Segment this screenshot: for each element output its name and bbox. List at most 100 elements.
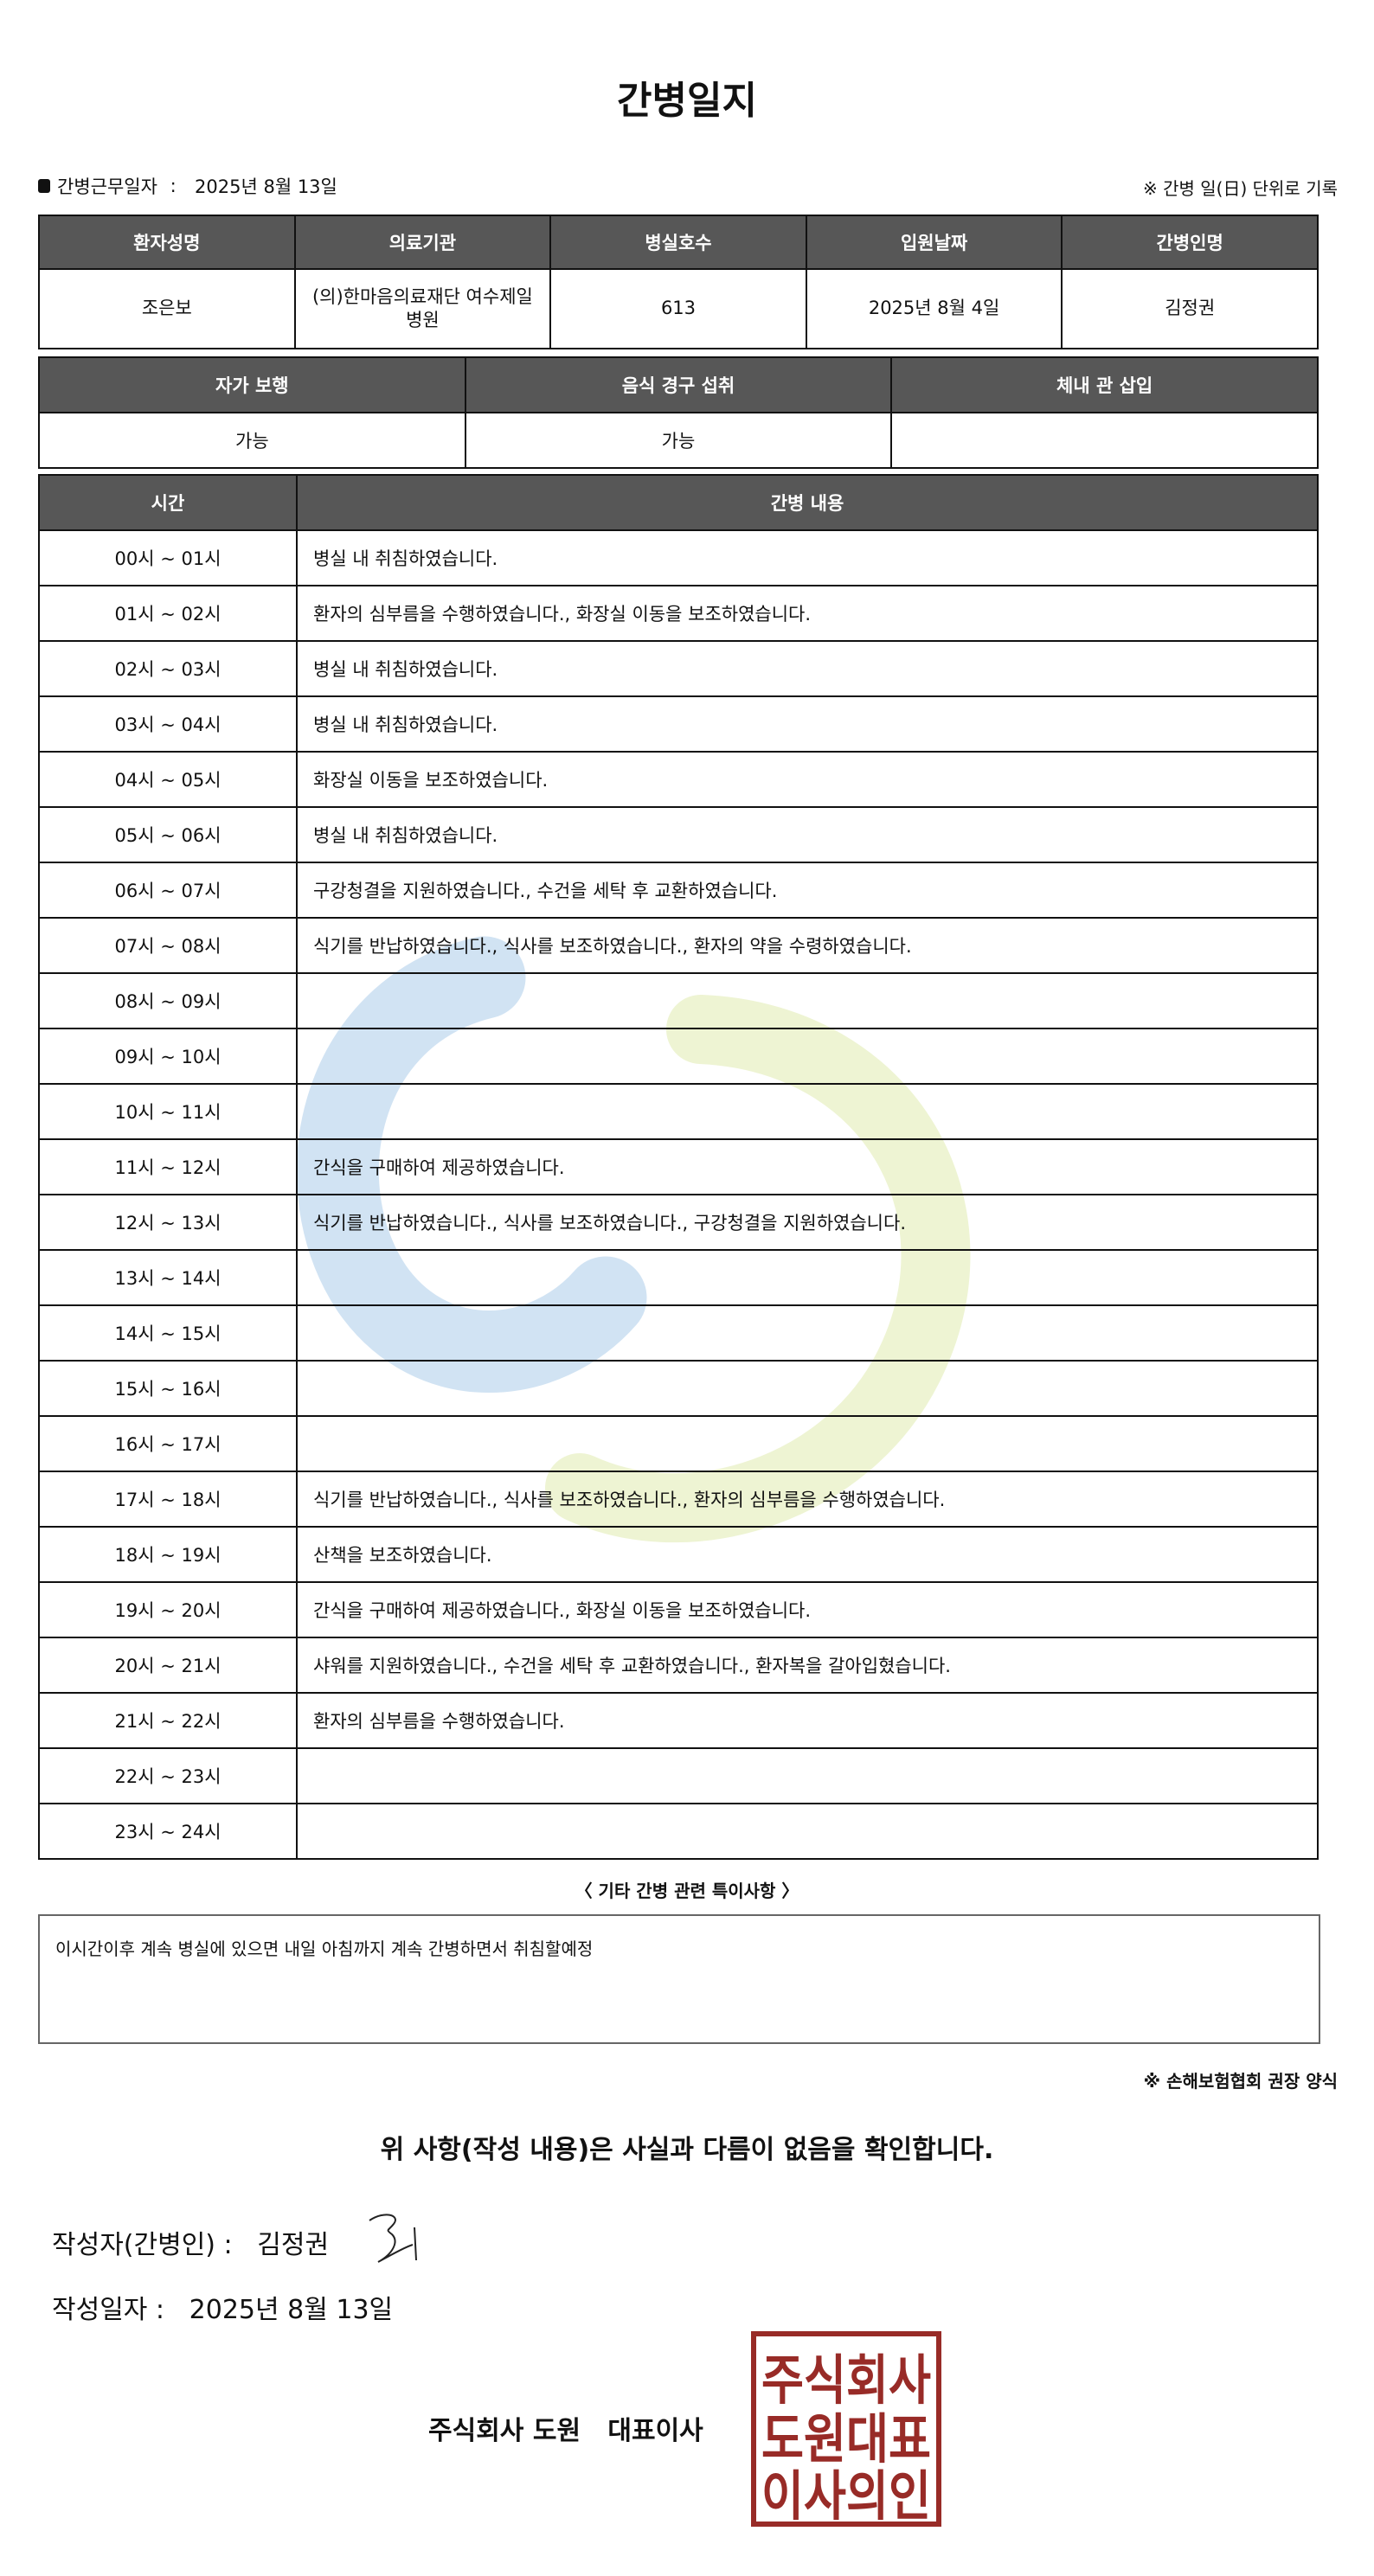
log-row: 05시 ~ 06시 병실 내 취침하였습니다. <box>38 806 1319 863</box>
log-row: 02시 ~ 03시 병실 내 취침하였습니다. <box>38 640 1319 697</box>
svg-text:주식회사: 주식회사 <box>761 2349 931 2412</box>
log-content <box>296 1415 1319 1472</box>
writer-label: 작성자(간병인) : <box>52 2230 233 2260</box>
log-row: 22시 ~ 23시 <box>38 1747 1319 1804</box>
svg-text:이사의인: 이사의인 <box>761 2464 931 2522</box>
log-content: 식기를 반납하였습니다., 식사를 보조하였습니다., 구강청결을 지원하였습니… <box>296 1194 1319 1251</box>
company-representative: 주식회사 도원 대표이사 <box>428 2416 703 2446</box>
log-row: 09시 ~ 10시 <box>38 1028 1319 1085</box>
log-time: 05시 ~ 06시 <box>38 806 298 863</box>
log-row: 17시 ~ 18시 식기를 반납하였습니다., 식사를 보조하였습니다., 환자의… <box>38 1471 1319 1528</box>
caregiver-name: 김정권 <box>1061 268 1319 349</box>
log-content <box>296 972 1319 1029</box>
log-content <box>296 1028 1319 1085</box>
log-row: 11시 ~ 12시 간식을 구매하여 제공하였습니다. <box>38 1138 1319 1195</box>
seal-text-graphic: 주식회사 도원대표 이사의인 <box>761 2349 931 2528</box>
header-content: 간병 내용 <box>296 474 1319 531</box>
log-row: 00시 ~ 01시 병실 내 취침하였습니다. <box>38 529 1319 586</box>
special-notes-box: 이시간이후 계속 병실에 있으면 내일 아침까지 계속 간병하면서 취침할예정 <box>38 1914 1320 2044</box>
log-content: 샤워를 지원하였습니다., 수건을 세탁 후 교환하였습니다., 환자복을 갈아… <box>296 1637 1319 1694</box>
header-walking: 자가 보행 <box>38 356 466 413</box>
log-row: 13시 ~ 14시 <box>38 1249 1319 1306</box>
patient-status-table: 자가 보행 음식 경구 섭취 체내 관 삽입 가능 가능 <box>38 356 1319 469</box>
log-row: 14시 ~ 15시 <box>38 1304 1319 1362</box>
log-content <box>296 1803 1319 1860</box>
log-time: 06시 ~ 07시 <box>38 862 298 919</box>
writer: 작성자(간병인) : 김정권 <box>52 2223 329 2261</box>
written-date: 작성일자 : 2025년 8월 13일 <box>52 2288 393 2326</box>
log-time: 01시 ~ 02시 <box>38 585 298 642</box>
header-tube: 체내 관 삽입 <box>890 356 1319 413</box>
admission-date: 2025년 8월 4일 <box>805 268 1063 349</box>
signature <box>369 2214 417 2263</box>
header-caregiver: 간병인명 <box>1061 215 1319 270</box>
log-time: 18시 ~ 19시 <box>38 1526 298 1583</box>
log-content: 환자의 심부름을 수행하였습니다. <box>296 1692 1319 1749</box>
log-time: 08시 ~ 09시 <box>38 972 298 1029</box>
log-time: 20시 ~ 21시 <box>38 1637 298 1694</box>
work-date-label: 간병근무일자 <box>57 176 157 197</box>
page-title: 간병일지 <box>617 79 757 123</box>
log-time: 04시 ~ 05시 <box>38 751 298 808</box>
association-note: ※ 손해보험협회 권장 양식 <box>1143 2071 1338 2092</box>
log-row: 03시 ~ 04시 병실 내 취침하였습니다. <box>38 695 1319 753</box>
log-content: 간식을 구매하여 제공하였습니다., 화장실 이동을 보조하였습니다. <box>296 1581 1319 1638</box>
header-institution: 의료기관 <box>293 215 552 270</box>
log-row: 07시 ~ 08시 식기를 반납하였습니다., 식사를 보조하였습니다., 환자의… <box>38 917 1319 974</box>
bullet-square-icon <box>38 179 50 193</box>
log-time: 09시 ~ 10시 <box>38 1028 298 1085</box>
log-time: 22시 ~ 23시 <box>38 1747 298 1804</box>
work-date-value: 2025년 8월 13일 <box>195 176 337 197</box>
special-notes-title: 〈 기타 간병 관련 특이사항 〉 <box>575 1881 799 1901</box>
log-time: 12시 ~ 13시 <box>38 1194 298 1251</box>
log-time: 03시 ~ 04시 <box>38 695 298 753</box>
log-row: 08시 ~ 09시 <box>38 972 1319 1029</box>
log-content: 병실 내 취침하였습니다. <box>296 806 1319 863</box>
log-time: 13시 ~ 14시 <box>38 1249 298 1306</box>
log-time: 15시 ~ 16시 <box>38 1360 298 1417</box>
log-row: 18시 ~ 19시 산책을 보조하였습니다. <box>38 1526 1319 1583</box>
log-row: 06시 ~ 07시 구강청결을 지원하였습니다., 수건을 세탁 후 교환하였습니… <box>38 862 1319 919</box>
unit-note: ※ 간병 일(日) 단위로 기록 <box>1143 178 1338 199</box>
log-row: 01시 ~ 02시 환자의 심부름을 수행하였습니다., 화장실 이동을 보조하였… <box>38 585 1319 642</box>
header-time: 시간 <box>38 474 298 531</box>
log-content <box>296 1304 1319 1362</box>
log-row: 12시 ~ 13시 식기를 반납하였습니다., 식사를 보조하였습니다., 구강청… <box>38 1194 1319 1251</box>
log-row: 10시 ~ 11시 <box>38 1083 1319 1140</box>
walking-value: 가능 <box>38 412 466 469</box>
special-notes-text: 이시간이후 계속 병실에 있으면 내일 아침까지 계속 간병하면서 취침할예정 <box>55 1938 594 1959</box>
log-time: 11시 ~ 12시 <box>38 1138 298 1195</box>
company-seal: 주식회사 도원대표 이사의인 <box>751 2331 941 2528</box>
log-row: 15시 ~ 16시 <box>38 1360 1319 1417</box>
log-row: 04시 ~ 05시 화장실 이동을 보조하였습니다. <box>38 751 1319 808</box>
svg-text:도원대표: 도원대표 <box>761 2407 931 2470</box>
institution: (의)한마음의료재단 여수제일병원 <box>293 268 552 349</box>
log-row: 20시 ~ 21시 샤워를 지원하였습니다., 수건을 세탁 후 교환하였습니다.… <box>38 1637 1319 1694</box>
log-content <box>296 1083 1319 1140</box>
header-room: 병실호수 <box>549 215 807 270</box>
confirmation-statement: 위 사항(작성 내용)은 사실과 다름이 없음을 확인합니다. <box>380 2135 994 2165</box>
patient-info-table: 환자성명 의료기관 병실호수 입원날짜 간병인명 조은보 (의)한마음의료재단 … <box>38 215 1319 349</box>
log-time: 19시 ~ 20시 <box>38 1581 298 1638</box>
log-time: 00시 ~ 01시 <box>38 529 298 586</box>
log-content: 화장실 이동을 보조하였습니다. <box>296 751 1319 808</box>
log-time: 21시 ~ 22시 <box>38 1692 298 1749</box>
header-patient-name: 환자성명 <box>38 215 296 270</box>
log-content: 산책을 보조하였습니다. <box>296 1526 1319 1583</box>
log-row: 19시 ~ 20시 간식을 구매하여 제공하였습니다., 화장실 이동을 보조하였… <box>38 1581 1319 1638</box>
log-content: 식기를 반납하였습니다., 식사를 보조하였습니다., 환자의 심부름을 수행하… <box>296 1471 1319 1528</box>
log-time: 07시 ~ 08시 <box>38 917 298 974</box>
log-content <box>296 1249 1319 1306</box>
patient-name: 조은보 <box>38 268 296 349</box>
written-date-value: 2025년 8월 13일 <box>189 2295 394 2325</box>
log-row: 23시 ~ 24시 <box>38 1803 1319 1860</box>
log-content: 병실 내 취침하였습니다. <box>296 695 1319 753</box>
log-content: 병실 내 취침하였습니다. <box>296 640 1319 697</box>
oral-intake-value: 가능 <box>464 412 893 469</box>
written-date-label: 작성일자 : <box>52 2295 165 2325</box>
header-admission-date: 입원날짜 <box>805 215 1063 270</box>
header-oral-intake: 음식 경구 섭취 <box>464 356 893 413</box>
log-row: 16시 ~ 17시 <box>38 1415 1319 1472</box>
care-log-table: 시간 간병 내용 00시 ~ 01시 병실 내 취침하였습니다. 01시 ~ 02시… <box>38 474 1319 1860</box>
log-content: 식기를 반납하였습니다., 식사를 보조하였습니다., 환자의 약을 수령하였습… <box>296 917 1319 974</box>
